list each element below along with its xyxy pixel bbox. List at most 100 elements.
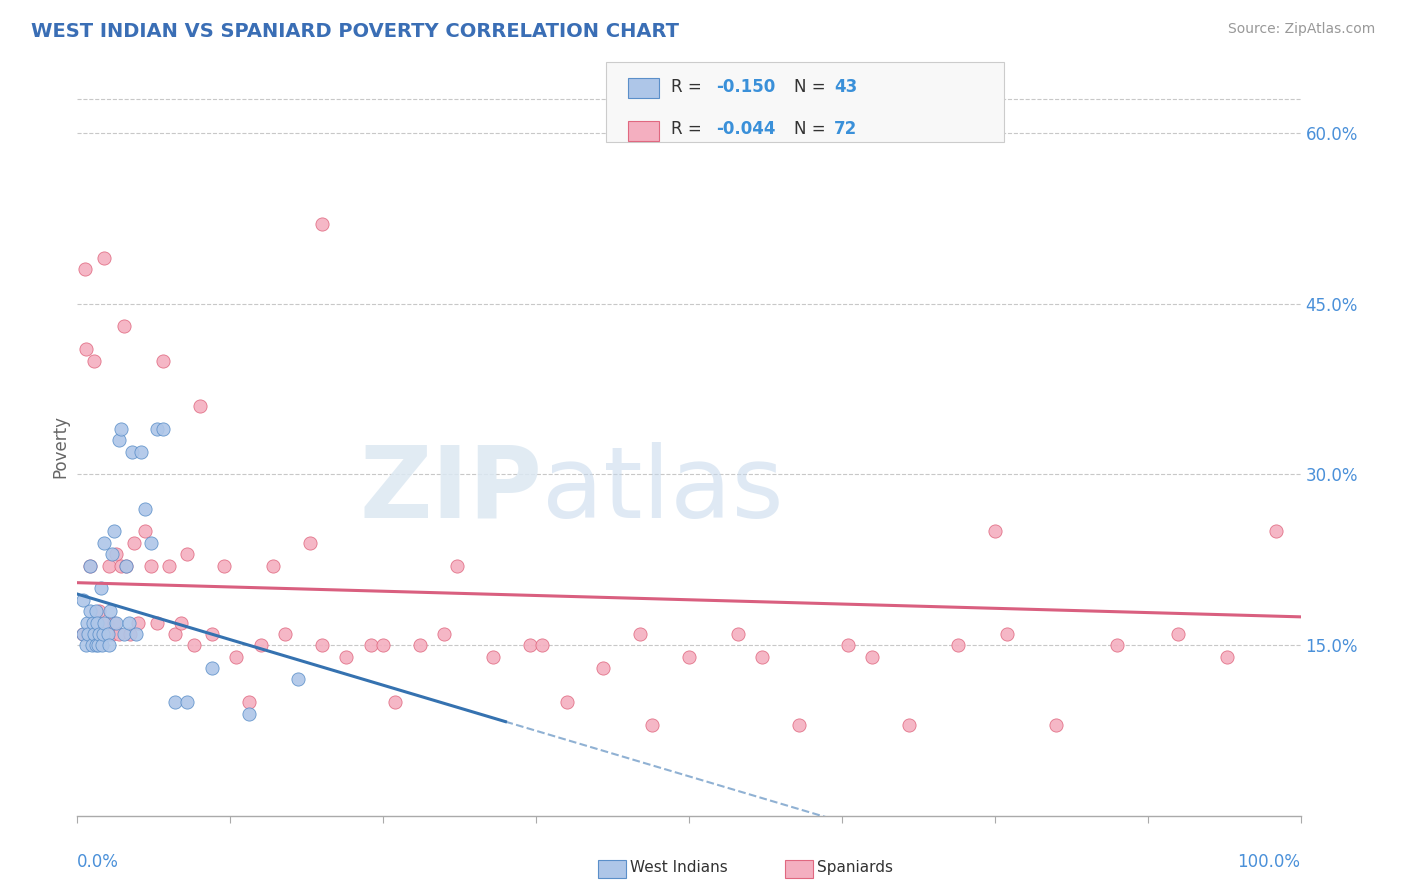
Point [125,627,148,641]
Point [531,638,554,652]
Text: 43: 43 [834,78,858,95]
Point [121,444,143,458]
Point [73,262,96,277]
Point [122,536,145,550]
Point [678,649,700,664]
Point [93,536,115,550]
Point [212,558,235,573]
Point [90,627,112,641]
Point [360,638,382,652]
Point [105,547,128,561]
Point [1107,638,1129,652]
Point [83,627,105,641]
Point [108,434,131,448]
Text: atlas: atlas [543,442,783,539]
Point [90,638,112,652]
Point [118,615,141,630]
Point [176,695,198,709]
Point [83,353,105,368]
Point [862,649,884,664]
Point [592,661,614,675]
Point [146,615,169,630]
Point [433,627,456,641]
Point [311,217,333,231]
Point [100,547,122,561]
Point [335,649,357,664]
Point [77,627,100,641]
Point [96,615,118,630]
Point [1265,524,1288,539]
Point [80,627,103,641]
Point [108,627,131,641]
Point [446,558,468,573]
Point [152,353,174,368]
Text: R =: R = [671,78,707,95]
Point [176,547,198,561]
Point [238,706,260,721]
Point [127,615,149,630]
Text: 100.0%: 100.0% [1237,853,1301,871]
Point [93,251,115,265]
Point [946,638,969,652]
Point [409,638,432,652]
Point [72,627,94,641]
Point [79,558,101,573]
Point [76,627,98,641]
Point [157,558,180,573]
Text: R =: R = [671,120,707,138]
Point [72,627,94,641]
Point [134,524,156,539]
Point [129,444,152,458]
Point [183,638,205,652]
Point [188,399,211,413]
Point [89,604,111,618]
Point [76,615,98,630]
Point [201,661,224,675]
Point [112,319,135,334]
Point [86,615,108,630]
Point [787,718,810,732]
Point [287,673,309,687]
Point [75,342,97,356]
Text: West Indians: West Indians [630,860,728,874]
Point [628,627,651,641]
Point [225,649,247,664]
Point [98,558,121,573]
Point [86,627,108,641]
Point [727,627,749,641]
Point [519,638,541,652]
Point [751,649,773,664]
Point [84,638,107,652]
Point [79,604,101,618]
Point [112,627,135,641]
Point [72,592,94,607]
Point [87,638,110,652]
Point [837,638,859,652]
Point [110,422,132,436]
Point [82,615,104,630]
Y-axis label: Poverty: Poverty [51,415,69,477]
Point [152,422,174,436]
Text: Spaniards: Spaniards [817,860,893,874]
Text: ZIP: ZIP [360,442,543,539]
Point [100,627,122,641]
Point [84,604,107,618]
Point [80,638,103,652]
Point [984,524,1007,539]
Text: N =: N = [794,78,831,95]
Point [90,582,112,596]
Point [555,695,578,709]
Point [1045,718,1067,732]
Point [274,627,297,641]
Point [91,627,114,641]
Point [384,695,406,709]
Point [262,558,284,573]
Point [995,627,1018,641]
Point [103,524,125,539]
Point [238,695,260,709]
Point [93,615,115,630]
Point [115,558,138,573]
Point [118,627,141,641]
Point [139,536,162,550]
Text: -0.150: -0.150 [716,78,775,95]
